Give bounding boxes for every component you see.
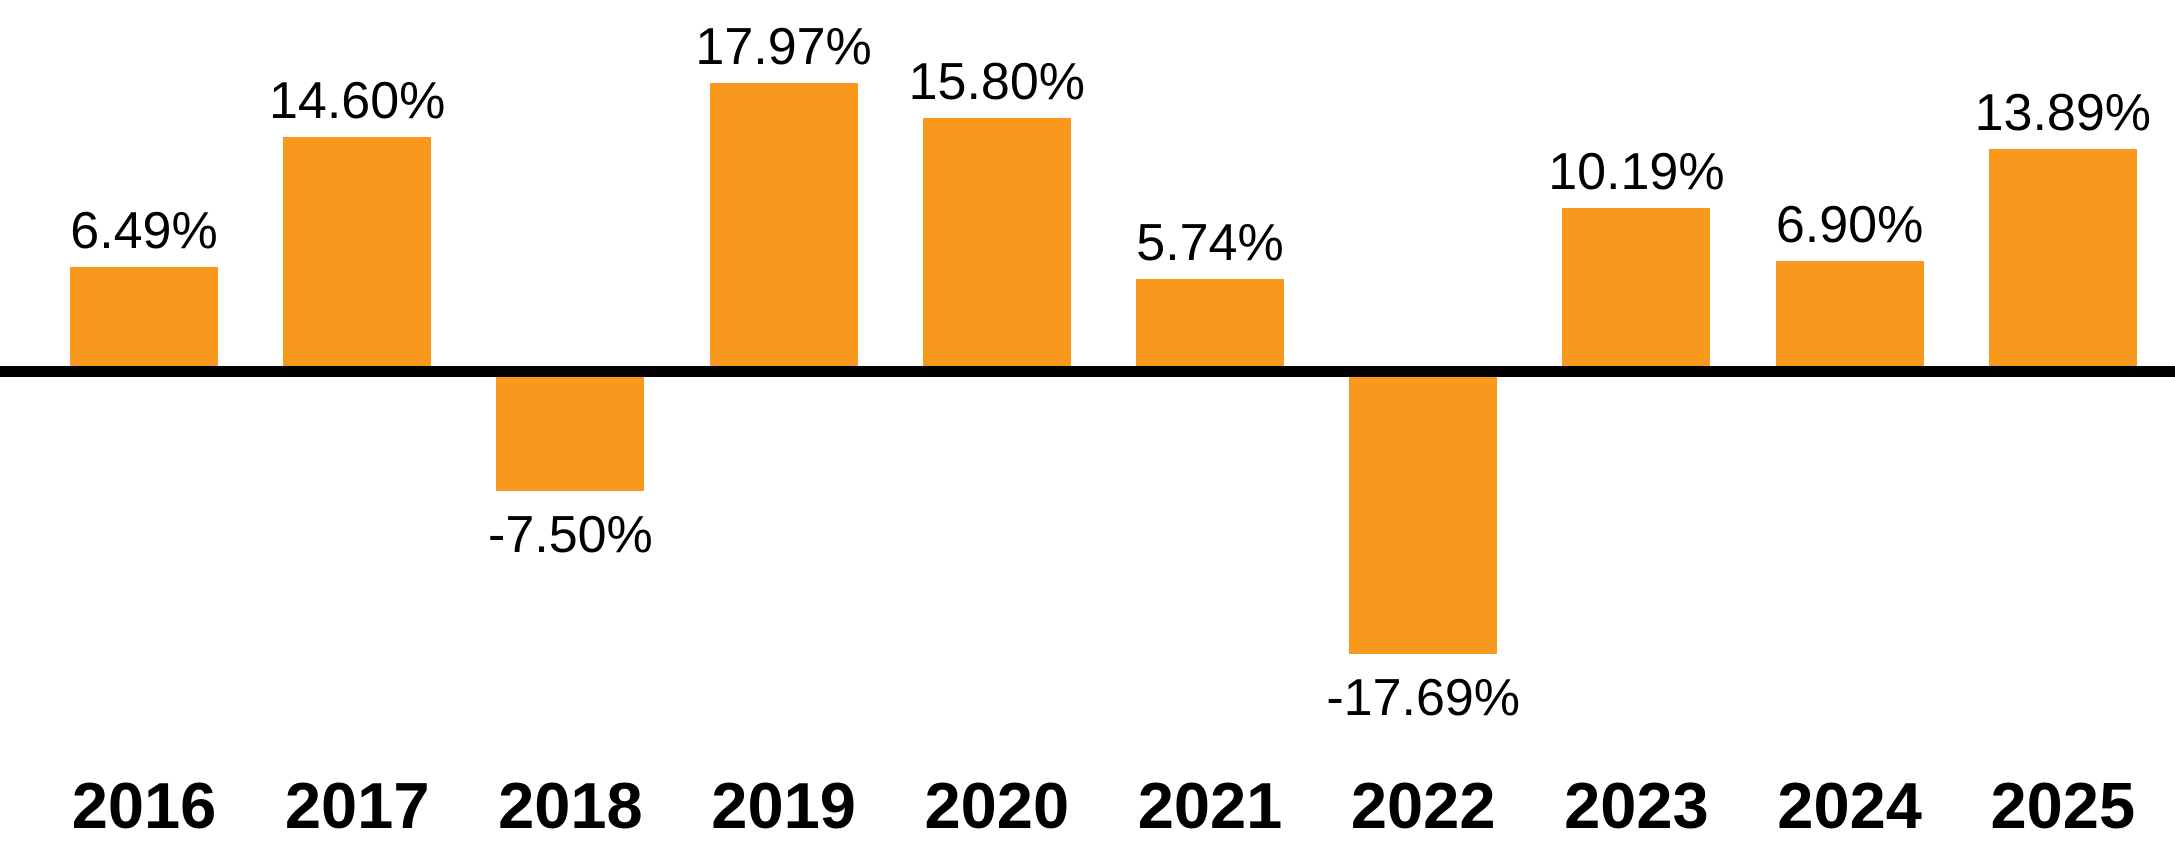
year-label-2020: 2020 [924, 769, 1070, 842]
year-label-2018: 2018 [498, 769, 643, 842]
value-label-2017: 14.60% [269, 72, 446, 131]
value-label-2024: 6.90% [1775, 195, 1924, 254]
bar-2022 [1349, 371, 1498, 655]
year-label-2021: 2021 [1137, 769, 1283, 842]
year-label-2019: 2019 [711, 769, 856, 842]
year-label-2024: 2024 [1777, 769, 1922, 842]
year-label-2016: 2016 [71, 769, 217, 842]
value-label-2018: -7.50% [488, 506, 653, 564]
year-label-2022: 2022 [1350, 769, 1496, 842]
value-label-2022: -17.69% [1326, 669, 1521, 728]
bar-2023 [1562, 207, 1711, 371]
value-label-2020: 15.80% [908, 53, 1085, 112]
bar-2021 [1136, 279, 1284, 371]
bar-2019 [709, 83, 858, 371]
value-label-2023: 10.19% [1548, 142, 1725, 201]
bar-2016 [70, 267, 218, 371]
bar-2025 [1988, 148, 2137, 371]
value-label-2019: 17.97% [695, 18, 872, 77]
year-label-2023: 2023 [1564, 769, 1709, 842]
value-label-2016: 6.49% [70, 202, 218, 261]
value-label-2025: 13.89% [1974, 83, 2151, 142]
bar-2020 [922, 118, 1071, 371]
bar-2017 [283, 137, 432, 371]
year-label-2025: 2025 [1990, 769, 2136, 842]
year-label-2017: 2017 [284, 769, 430, 842]
zero-axis-line [0, 366, 2175, 377]
bar-2024 [1775, 260, 1924, 371]
value-label-2021: 5.74% [1136, 214, 1284, 273]
bar-2018 [496, 371, 645, 491]
